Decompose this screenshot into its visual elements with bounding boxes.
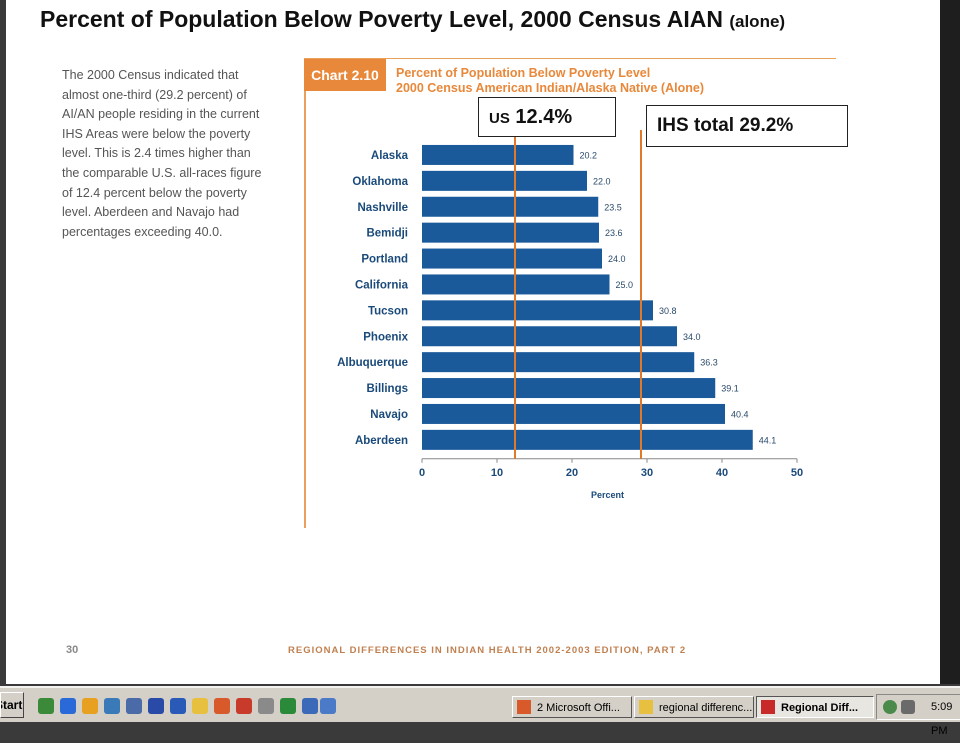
chart-title-line2: 2000 Census American Indian/Alaska Nativ…	[396, 81, 704, 95]
pdf-icon	[761, 700, 775, 714]
taskbar-button-office[interactable]: 2 Microsoft Offi...	[512, 696, 632, 718]
category-label: Tucson	[368, 305, 408, 317]
category-label: Nashville	[358, 202, 409, 214]
category-label: California	[355, 279, 409, 291]
us-callout-prefix: US	[489, 110, 510, 127]
clock[interactable]: 5:09 PM	[931, 701, 953, 737]
x-tick-label: 50	[791, 467, 803, 479]
data-label: 25.0	[616, 280, 634, 290]
taskbar-button-pdf[interactable]: Regional Diff...	[756, 696, 874, 718]
x-tick-label: 20	[566, 467, 578, 479]
internet-explorer-icon[interactable]	[60, 698, 76, 714]
chart-title: Percent of Population Below Poverty Leve…	[396, 66, 704, 96]
document-icon[interactable]	[258, 698, 274, 714]
data-label: 36.3	[700, 358, 718, 368]
category-label: Navajo	[370, 409, 408, 421]
bar	[422, 248, 602, 269]
data-label: 20.2	[580, 150, 598, 160]
system-tray: 5:09 PM	[876, 694, 960, 737]
slide-title-small: (alone)	[729, 12, 786, 31]
start-button-label: Start	[1, 698, 23, 712]
bar	[422, 403, 725, 424]
window-edge	[940, 0, 960, 684]
category-label: Bemidji	[366, 228, 408, 240]
taskbar-button-label: 2 Microsoft Offi...	[537, 702, 620, 714]
volume-icon[interactable]	[901, 700, 915, 714]
bar	[422, 222, 599, 243]
data-label: 24.0	[608, 254, 626, 264]
category-label: Oklahoma	[352, 176, 408, 188]
category-label: Portland	[361, 254, 408, 266]
powerpoint-icon	[517, 700, 531, 714]
start-button[interactable]: Start	[0, 692, 24, 718]
slide-title-main: Percent of Population Below Poverty Leve…	[40, 6, 723, 32]
bar	[422, 300, 653, 321]
data-label: 40.4	[731, 409, 749, 419]
ihs-reference-callout: IHS total 29.2%	[646, 105, 848, 147]
category-label: Aberdeen	[355, 435, 408, 447]
taskbar-button-folder[interactable]: regional differenc...	[634, 696, 754, 718]
quicklaunch-app-icon[interactable]	[38, 698, 54, 714]
x-tick-label: 30	[641, 467, 653, 479]
bar	[422, 144, 574, 165]
powerpoint-icon[interactable]	[214, 698, 230, 714]
x-tick-label: 40	[716, 467, 728, 479]
data-label: 39.1	[721, 384, 739, 394]
folder-icon	[639, 700, 653, 714]
chart-number-label: Chart 2.10	[304, 59, 386, 91]
data-label: 34.0	[683, 332, 701, 342]
data-label: 22.0	[593, 176, 611, 186]
bar	[422, 170, 587, 191]
taskbar: Start 2 Microsoft Offi... regional diffe…	[0, 686, 960, 737]
x-tick-label: 0	[419, 467, 425, 479]
data-label: 23.5	[604, 202, 622, 212]
summary-text: The 2000 Census indicated that almost on…	[62, 68, 262, 239]
outlook-icon[interactable]	[104, 698, 120, 714]
word-icon[interactable]	[170, 698, 186, 714]
slide-title: Percent of Population Below Poverty Leve…	[40, 6, 940, 33]
taskbar-button-label: Regional Diff...	[781, 702, 858, 714]
x-axis-label: Percent	[591, 490, 624, 500]
excel-icon[interactable]	[280, 698, 296, 714]
category-label: Alaska	[371, 150, 409, 162]
page-number: 30	[66, 644, 79, 656]
data-label: 30.8	[659, 306, 677, 316]
bar	[422, 352, 695, 373]
x-tick-label: 10	[491, 467, 503, 479]
chart-title-line1: Percent of Population Below Poverty Leve…	[396, 66, 651, 80]
header-rule	[304, 58, 836, 59]
category-label: Phoenix	[363, 331, 408, 343]
data-label: 44.1	[759, 435, 777, 445]
word-alt-icon[interactable]	[320, 698, 336, 714]
footer-text: REGIONAL DIFFERENCES IN INDIAN HEALTH 20…	[288, 645, 687, 656]
browser-icon[interactable]	[148, 698, 164, 714]
clock-app-icon[interactable]	[82, 698, 98, 714]
access-icon[interactable]	[236, 698, 252, 714]
data-label: 23.6	[605, 228, 623, 238]
network-icon[interactable]	[883, 700, 897, 714]
category-label: Albuquerque	[337, 357, 408, 369]
bar	[422, 326, 677, 347]
poverty-bar-chart: Alaska 20.2 Oklahoma 22.0 Nashville 23.5 Bemid…	[337, 130, 803, 500]
us-reference-callout: US 12.4%	[478, 97, 616, 137]
slide: Percent of Population Below Poverty Leve…	[6, 0, 940, 684]
bar	[422, 196, 599, 217]
us-callout-value: 12.4%	[515, 106, 573, 128]
folder-icon[interactable]	[192, 698, 208, 714]
messenger-icon[interactable]	[126, 698, 142, 714]
taskbar-button-label: regional differenc...	[659, 702, 753, 714]
word-doc-icon[interactable]	[302, 698, 318, 714]
category-label: Billings	[366, 383, 408, 395]
bar	[422, 429, 753, 450]
bar	[422, 378, 716, 399]
divider-line	[304, 58, 306, 528]
